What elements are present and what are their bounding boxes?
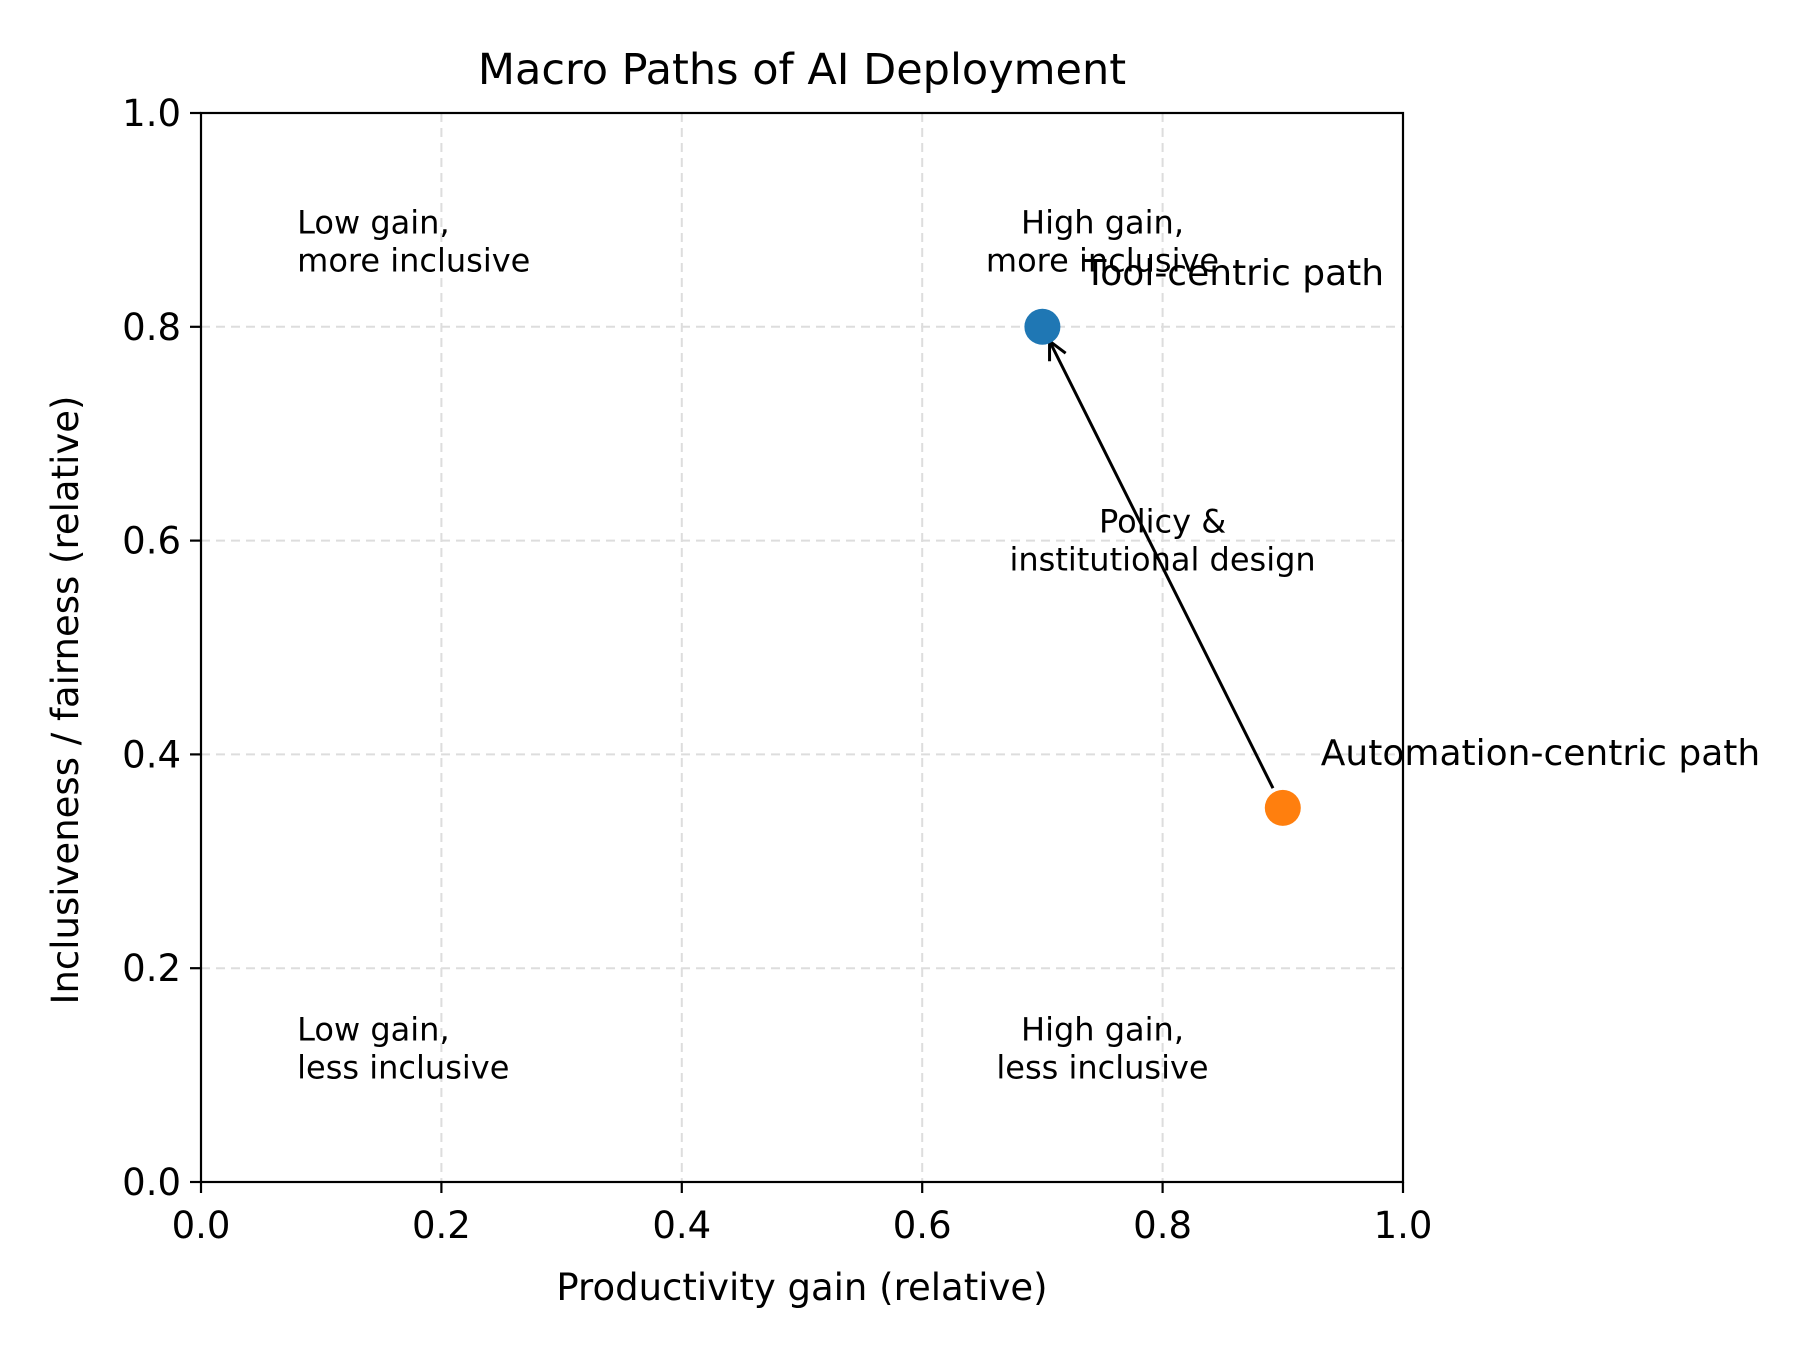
annotation-line: Low gain, xyxy=(297,1010,449,1048)
annotation-line: High gain, xyxy=(1021,1010,1184,1048)
x-tick-label: 0.4 xyxy=(652,1204,711,1247)
y-tick-label: 0.8 xyxy=(122,306,181,349)
annotation: High gain,more inclusive xyxy=(986,203,1219,279)
annotation-line: more inclusive xyxy=(297,241,530,279)
annotation-line: High gain, xyxy=(1021,203,1184,241)
annotation-line: Low gain, xyxy=(297,203,449,241)
annotation-line: less inclusive xyxy=(996,1048,1208,1086)
points-layer: Tool-centric path Automation-centric path xyxy=(1024,253,1760,826)
y-axis-label: Inclusiveness / fairness (relative) xyxy=(44,396,87,1005)
annotation-line: more inclusive xyxy=(986,241,1219,279)
y-tick-label: 0.4 xyxy=(122,733,181,776)
y-tick-label: 0.0 xyxy=(122,1161,181,1204)
x-tick-label: 0.2 xyxy=(412,1204,471,1247)
policy-arrow-shaft xyxy=(1048,340,1275,789)
x-tick-label: 0.8 xyxy=(1133,1204,1192,1247)
x-tick-label: 1.0 xyxy=(1374,1204,1433,1247)
axes-layer: 0.0 0.2 0.4 0.6 0.8 1.0 0.0 0.2 0.4 0.6 0.8 1.0 xyxy=(122,92,1432,1247)
automation-centric-point xyxy=(1264,789,1301,826)
x-tick-label: 0.0 xyxy=(172,1204,231,1247)
tool-centric-point xyxy=(1024,308,1061,345)
x-tick-label: 0.6 xyxy=(893,1204,952,1247)
y-tick-label: 1.0 xyxy=(122,92,181,135)
x-axis-label: Productivity gain (relative) xyxy=(556,1266,1047,1309)
chart-title: Macro Paths of AI Deployment xyxy=(478,45,1126,95)
annotation: High gain,less inclusive xyxy=(996,1010,1208,1086)
y-tick-label: 0.6 xyxy=(122,520,181,563)
plot-frame xyxy=(199,111,1405,1184)
annotation-line: institutional design xyxy=(1009,541,1315,579)
grid-layer xyxy=(201,113,1403,1182)
annotation: Low gain,more inclusive xyxy=(297,203,530,279)
tool-centric-label: Tool-centric path xyxy=(1083,253,1384,294)
annotation-line: less inclusive xyxy=(297,1048,509,1086)
annotation: Policy &institutional design xyxy=(1009,503,1315,579)
y-tick-label: 0.2 xyxy=(122,947,181,990)
annotation: Low gain,less inclusive xyxy=(297,1010,509,1086)
annotation-line: Policy & xyxy=(1099,503,1226,541)
automation-centric-label: Automation-centric path xyxy=(1321,733,1760,774)
